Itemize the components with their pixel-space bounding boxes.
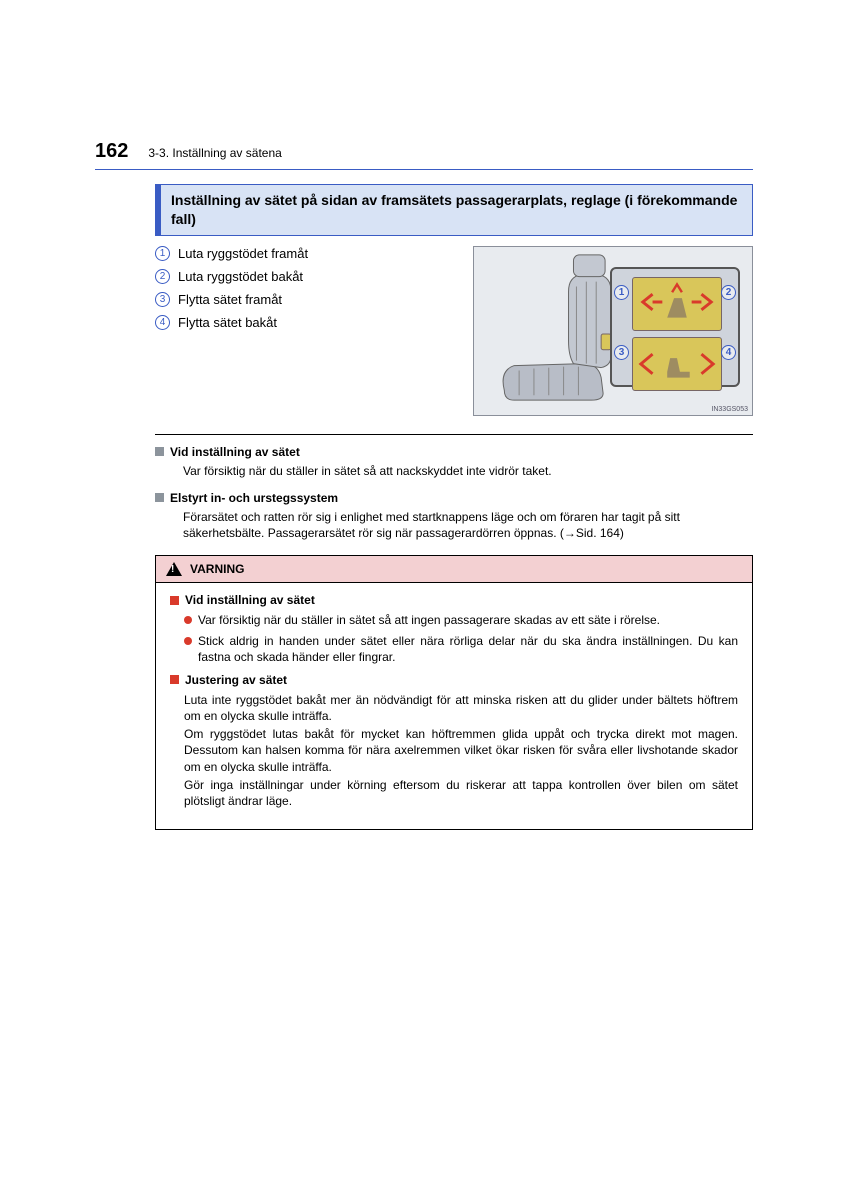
step-number-icon: 2 [155,269,170,284]
step-text: Flytta sätet framåt [178,292,282,307]
heading-text: Inställning av sätet på sidan av framsät… [171,191,742,229]
callout-number-icon: 2 [721,285,736,300]
page-number: 162 [95,140,128,163]
step-text: Flytta sätet bakåt [178,315,277,330]
red-dot-icon [184,637,192,645]
seat-illustration: 1 2 3 4 IN33GS053 [473,246,753,416]
step-text: Luta ryggstödet framåt [178,246,308,261]
recline-button-icon [632,277,722,331]
step-number-icon: 1 [155,246,170,261]
red-dot-icon [184,616,192,624]
warning-bullet-text: Stick aldrig in handen under sätet eller… [198,633,738,665]
callout-number-icon: 4 [721,345,736,360]
red-square-icon [170,596,179,605]
step-text: Luta ryggstödet bakåt [178,269,303,284]
gray-square-icon [155,447,164,456]
divider [155,434,753,435]
page-header: 162 3-3. Inställning av sätena [95,140,753,163]
warning-bullet-text: Var försiktig när du ställer in sätet så… [198,612,660,628]
note-block: Elstyrt in- och urstegssystem Förarsätet… [155,491,753,545]
note-body: Förarsätet och ratten rör sig i enlighet… [155,505,753,545]
warning-section-title: Justering av sätet [185,673,287,687]
warning-paragraph: Luta inte ryggstödet bakåt mer än nödvän… [170,692,738,724]
warning-bullet: Var försiktig när du ställer in sätet så… [170,612,738,628]
figure-code: IN33GS053 [711,406,748,413]
callout-number-icon: 1 [614,285,629,300]
warning-section: Justering av sätet Luta inte ryggstödet … [170,673,738,809]
note-title: Vid inställning av sätet [170,445,300,459]
slide-button-icon [632,337,722,391]
section-label: 3-3. Inställning av sätena [148,146,281,160]
heading-box: Inställning av sätet på sidan av framsät… [155,184,753,236]
gray-square-icon [155,493,164,502]
warning-box: ! VARNING Vid inställning av sätet Var f… [155,555,753,830]
control-panel-closeup: 1 2 3 4 [610,267,740,387]
step-item: 3 Flytta sätet framåt [155,292,457,307]
steps-list: 1 Luta ryggstödet framåt 2 Luta ryggstöd… [155,246,457,416]
warning-section-title: Vid inställning av sätet [185,593,315,607]
step-item: 4 Flytta sätet bakåt [155,315,457,330]
red-square-icon [170,675,179,684]
warning-label: VARNING [190,562,244,576]
step-item: 1 Luta ryggstödet framåt [155,246,457,261]
warning-triangle-icon: ! [166,562,182,576]
callout-number-icon: 3 [614,345,629,360]
warning-paragraph: Gör inga inställningar under körning eft… [170,777,738,809]
note-block: Vid inställning av sätet Var försiktig n… [155,445,753,483]
header-rule [95,169,753,170]
note-title: Elstyrt in- och urstegssystem [170,491,338,505]
step-item: 2 Luta ryggstödet bakåt [155,269,457,284]
warning-section: Vid inställning av sätet Var försiktig n… [170,593,738,665]
warning-bullet: Stick aldrig in handen under sätet eller… [170,633,738,665]
warning-header: ! VARNING [156,556,752,583]
note-body: Var försiktig när du ställer in sätet så… [155,459,753,483]
step-number-icon: 3 [155,292,170,307]
warning-paragraph: Om ryggstödet lutas bakåt för mycket kan… [170,726,738,775]
step-number-icon: 4 [155,315,170,330]
